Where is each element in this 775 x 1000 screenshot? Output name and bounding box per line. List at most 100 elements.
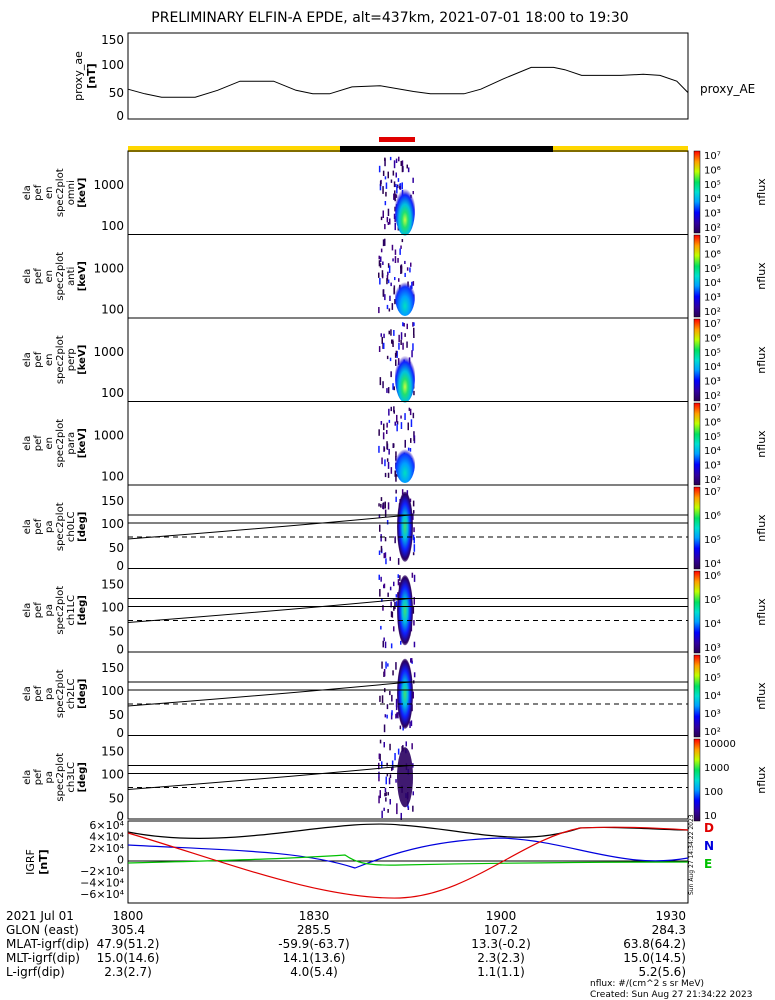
spectrogram-speck [394,421,396,426]
colorbar-tick: 1000 [704,763,729,774]
spectrogram-speck [379,695,381,702]
spectrogram-speck [413,334,415,338]
spectrogram-speck [394,249,397,255]
spectrogram-speck [385,191,387,197]
colorbar-tick: 10³ [704,377,721,388]
spectrogram-speck [393,406,395,413]
panel-ylabel-line: pef [33,769,44,786]
colorbar-1: 10⁷ 10⁶ 10⁵ 10⁴ 10³ 10² nflux [693,150,768,234]
spectrogram-speck [378,550,381,555]
spectrogram-speck [384,537,387,542]
spectrogram-speck [394,256,397,263]
panel-ylabel-line: pef [33,602,44,619]
ae-legend: proxy_AE [700,82,755,96]
panel-ylabel-line: pef [33,351,44,368]
colorbar-tick: 10⁵ [704,535,721,546]
spectrogram-speck [394,216,396,222]
spectrogram-flux-blob [397,491,413,562]
spectrogram-speck [399,575,401,581]
ytick-1000: 1000 [93,429,124,443]
spectrogram-speck [383,742,385,748]
spectrogram-speck [411,572,414,578]
spectrogram-speck [384,201,387,206]
spectrogram-speck [384,792,386,797]
ytick-1000: 1000 [93,178,124,192]
spectrogram-speck [397,579,400,586]
eph-row-label-date: 2021 Jul 01 [6,909,74,923]
spectrogram-speck [397,558,400,565]
colorbar-gradient [693,570,701,654]
spectrogram-speck [392,258,394,262]
spectrogram-speck [392,341,394,347]
spectrogram-speck [396,712,398,717]
ytick-150: 150 [101,661,124,675]
spectrogram-speck [389,799,391,805]
igrf-ytick: −2×10⁴ [80,865,124,878]
spectrogram-speck [396,414,398,423]
igrf-d-curve [127,826,689,899]
panel-ylabel-line: para [66,432,77,455]
spectrogram-speck [393,181,396,188]
panel-ylabel-line: en [44,270,55,283]
spectrogram-speck [379,263,382,268]
spectrogram-speck [388,330,390,335]
panel-ylabel-line: pef [33,435,44,452]
eph-c2-time: 1830 [299,909,330,923]
colorbar-tick: 10² [704,307,721,318]
spectrogram-speck [406,323,408,330]
igrf-ytick: 0 [117,854,124,867]
spectrogram-speck [412,412,415,419]
colorbar-label: nflux [755,766,768,794]
spectrogram-speck [383,342,385,349]
colorbar-tick: 10⁶ [704,249,721,260]
spectrogram-speck [390,712,393,720]
spectrogram-speck [398,342,400,350]
ae-ytick-150: 150 [101,33,124,47]
spectrogram-speck [400,812,402,820]
panel-ylabel-line: pef [33,184,44,201]
colorbar-tick: 10⁶ [704,655,721,666]
spectrogram-speck [382,432,385,440]
spectrogram-speck [384,224,386,230]
colorbar-tick: 10⁷ [704,487,721,498]
colorbar-tick: 10⁴ [704,691,721,702]
panel-ylabel-line: ela [22,269,33,284]
spectrogram-speck [395,172,397,178]
spectrogram-speck [389,357,392,362]
colorbar-tick: 10⁴ [704,559,721,570]
spectrogram-speck [410,438,412,443]
spectrogram-speck [382,289,385,296]
colorbar-label: nflux [755,178,768,206]
spectrogram-speck [405,741,407,747]
spectrogram-speck [406,341,408,348]
spectrogram-speck [379,180,382,187]
spectrogram-speck [412,513,414,520]
spectrogram-speck [412,322,414,327]
spectrogram-speck [384,714,387,718]
spectrogram-speck [400,640,402,645]
proxy-ae-panel: 150 100 50 0 proxy_ae [nT] proxy_AE [72,32,755,123]
ytick-50: 50 [109,625,124,639]
colorbar-tick: 10⁵ [704,595,721,606]
spectrogram-speck [384,176,387,180]
panel-ylabel-line: spec2plot [55,168,66,217]
spectrogram-speck [398,278,400,282]
spectrogram-flux-blob [395,183,415,236]
spectrogram-speck [395,158,398,163]
spectrogram-speck [379,524,381,532]
spectrogram-speck [402,342,404,350]
spectrogram-speck [383,423,385,431]
spectrogram-speck [386,422,388,428]
spectrogram-speck [397,748,400,755]
panel-ylabel-line: ch3LC [66,762,77,793]
ae-ytick-0: 0 [116,109,124,123]
igrf-total-curve [127,823,689,839]
spectrogram-speck [387,792,389,796]
spectrogram-speck [381,598,383,602]
spectrogram-speck [393,581,395,587]
panel-ylabel-line: anti [66,267,77,286]
spectrogram-speck [395,489,397,494]
panel-ylabel-line: spec2plot [55,419,66,468]
spectrogram-speck [382,605,384,611]
spectrogram-speck [397,184,399,189]
